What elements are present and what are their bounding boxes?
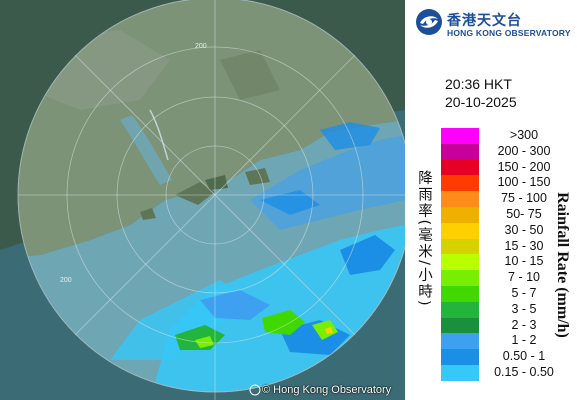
legend-swatch: [441, 349, 479, 365]
legend-row: 15 - 30: [441, 238, 571, 255]
rain-echo-medium: [320, 122, 380, 150]
legend-row: 150 - 200: [441, 159, 571, 176]
urban-area: [220, 50, 280, 100]
legend-swatch: [441, 143, 479, 160]
legend-row: 5 - 7: [441, 285, 571, 302]
rainfall-legend: >300 200 - 300 150 - 200 100 - 150 75 - 100 5…: [441, 128, 571, 381]
legend-label: 200 - 300: [497, 143, 551, 158]
legend-label: 5 - 7: [511, 285, 537, 300]
hong-kong-island: [205, 175, 228, 190]
radar-date: 20-10-2025: [445, 94, 517, 110]
copyright-icon: [249, 384, 261, 396]
legend-label: 15 - 30: [504, 238, 544, 253]
range-label: 200: [195, 43, 207, 50]
legend-swatch: [441, 285, 479, 302]
legend-label: 50- 75: [506, 206, 542, 221]
estuary: [120, 115, 172, 185]
legend-label: 150 - 200: [497, 159, 551, 174]
legend-swatch: [441, 159, 479, 176]
legend-label: 1 - 2: [511, 333, 537, 348]
legend-label: 7 - 10: [508, 270, 540, 285]
logo-name-zh: 香港天文台: [447, 13, 522, 29]
legend-swatch: [441, 191, 479, 207]
rain-echo-medium: [200, 290, 270, 320]
legend-swatch: [441, 206, 479, 223]
legend-swatch: [441, 128, 479, 144]
rain-echo-heavy: [195, 336, 214, 348]
logo-name-en: HONG KONG OBSERVATORY: [447, 28, 571, 38]
rain-echo-moderate: [262, 310, 305, 335]
legend-label: 0.15 - 0.50: [494, 364, 554, 379]
hko-emblem-icon: [416, 9, 442, 35]
legend-label: 100 - 150: [497, 175, 551, 190]
legend-row: 3 - 5: [441, 301, 571, 318]
legend-swatch: [441, 333, 479, 350]
legend-swatch: [441, 175, 479, 192]
rain-echo-medium: [340, 235, 395, 275]
legend-label: 0.50 - 1: [502, 349, 546, 364]
legend-swatch: [441, 301, 479, 318]
legend-swatch: [441, 222, 479, 239]
legend-row: >300: [441, 128, 571, 144]
legend-swatch: [441, 317, 479, 334]
radar-boundary: [17, 0, 405, 393]
island: [245, 168, 270, 185]
legend-row: 10 - 15: [441, 254, 571, 271]
island: [140, 208, 156, 220]
legend-swatch: [441, 238, 479, 255]
unit-label-en: Rainfall Rate (mm/h): [549, 160, 575, 370]
radar-map-svg: 200 200: [0, 0, 405, 400]
rain-echo-medium: [260, 190, 320, 215]
legend-row: 1 - 2: [441, 333, 571, 350]
legend-row: 75 - 100: [441, 191, 571, 207]
copyright-text: © Hong Kong Observatory: [262, 384, 392, 396]
legend-label: 10 - 15: [504, 254, 544, 269]
legend-row: 50- 75: [441, 206, 571, 223]
legend-label: 30 - 50: [504, 222, 544, 237]
legend-row: 100 - 150: [441, 175, 571, 192]
hko-logo[interactable]: 香港天文台 HONG KONG OBSERVATORY: [413, 6, 573, 40]
range-label: 200: [60, 277, 72, 284]
legend-label: 2 - 3: [511, 317, 537, 332]
legend-row: 0.15 - 0.50: [441, 364, 571, 381]
legend-panel: 香港天文台 HONG KONG OBSERVATORY 20:36 HKT 20…: [405, 0, 577, 400]
river: [149, 109, 169, 161]
legend-row: 0.50 - 1: [441, 349, 571, 365]
legend-row: 30 - 50: [441, 222, 571, 239]
unit-label-zh: 降雨率(毫米/小時): [416, 170, 432, 308]
legend-swatch: [441, 270, 479, 286]
rain-echo-heavy: [312, 320, 338, 340]
legend-row: 2 - 3: [441, 317, 571, 334]
legend-label: 75 - 100: [501, 191, 547, 206]
legend-row: 200 - 300: [441, 143, 571, 160]
unit-label-en-text: Rainfall Rate (mm/h): [554, 192, 571, 338]
rain-echo-intense: [325, 327, 333, 334]
legend-swatch: [441, 364, 479, 381]
legend-swatch: [441, 254, 479, 271]
radar-map[interactable]: 200 200 © Hong Kong Observatory: [0, 0, 405, 400]
legend-row: 7 - 10: [441, 270, 571, 286]
radar-time: 20:36 HKT: [445, 76, 512, 92]
lantau-island: [175, 182, 215, 205]
legend-label: >300: [509, 128, 539, 142]
legend-label: 3 - 5: [511, 301, 537, 316]
